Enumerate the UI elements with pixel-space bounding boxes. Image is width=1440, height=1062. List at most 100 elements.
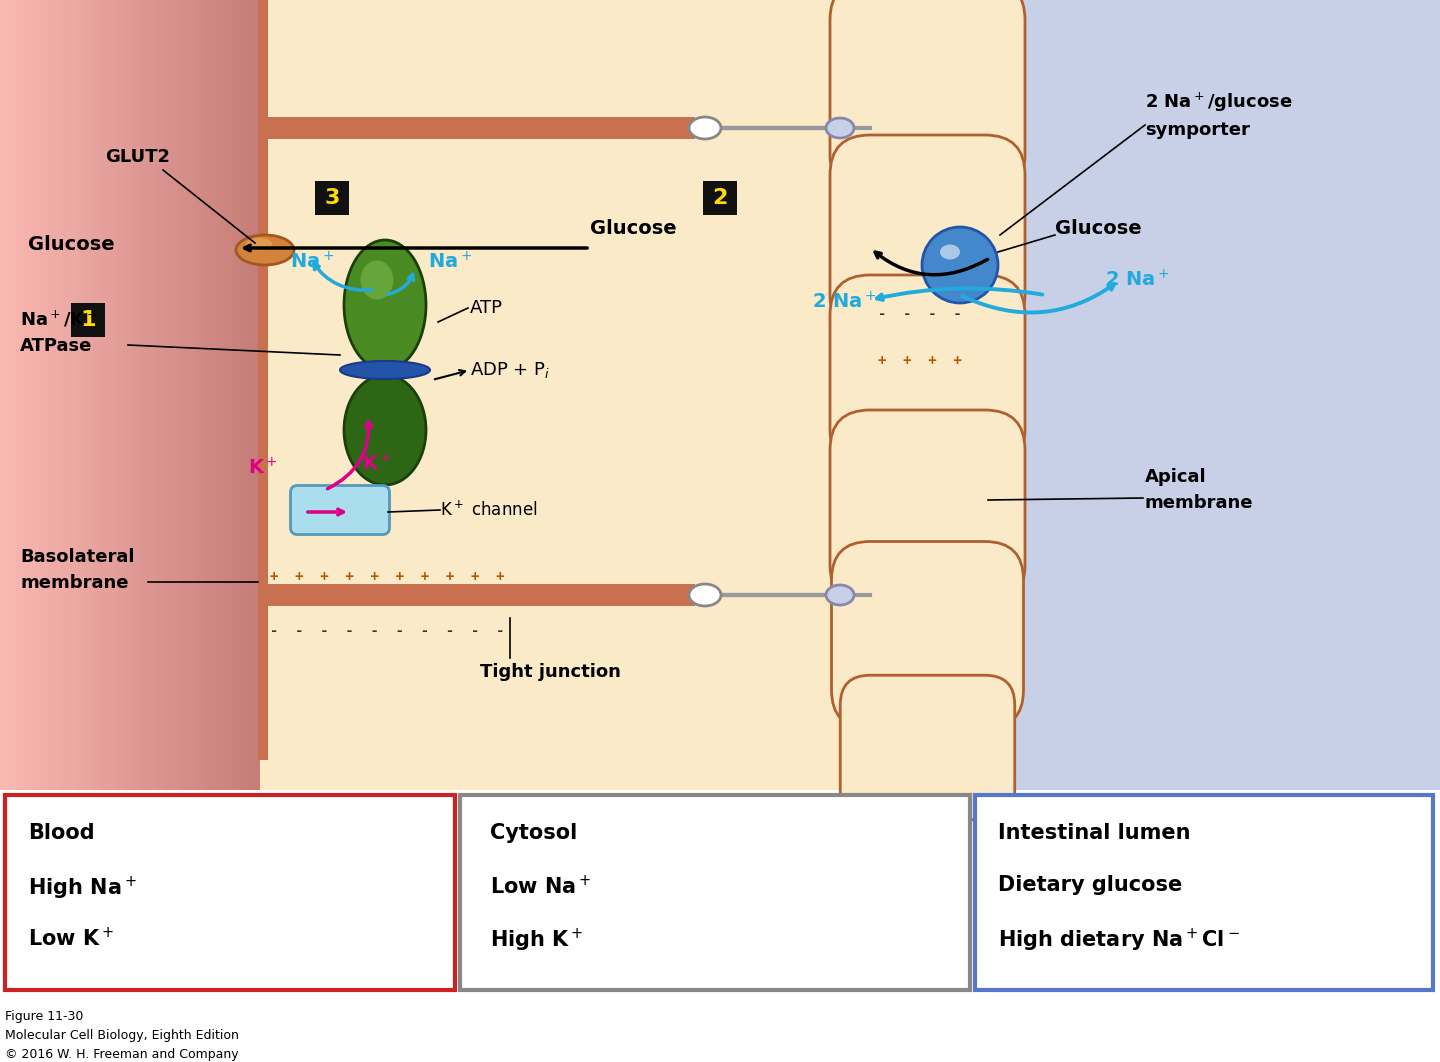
Text: 2 Na$^+$: 2 Na$^+$ — [1104, 270, 1169, 291]
Bar — [261, 117, 696, 139]
Bar — [124, 0, 131, 790]
Text: -  -  -  -  -  -  -  -  -  -: - - - - - - - - - - — [271, 624, 504, 638]
FancyBboxPatch shape — [829, 410, 1025, 605]
Bar — [264, 0, 271, 790]
Bar — [261, 0, 870, 790]
Bar — [117, 0, 124, 790]
Bar — [78, 0, 85, 790]
Bar — [131, 0, 140, 790]
Bar — [870, 0, 1440, 790]
Text: High Na$^+$: High Na$^+$ — [27, 875, 137, 903]
Ellipse shape — [360, 260, 393, 299]
FancyBboxPatch shape — [841, 675, 1015, 820]
Bar — [170, 0, 179, 790]
Ellipse shape — [340, 361, 431, 379]
Text: Glucose: Glucose — [27, 235, 115, 254]
Text: Low Na$^+$: Low Na$^+$ — [490, 875, 592, 898]
FancyBboxPatch shape — [831, 542, 1024, 729]
Bar — [232, 0, 240, 790]
Bar — [302, 0, 310, 790]
Bar — [240, 0, 248, 790]
Text: Low K$^+$: Low K$^+$ — [27, 927, 114, 950]
Bar — [71, 303, 105, 337]
Ellipse shape — [246, 238, 272, 250]
Text: Figure 11-30
Molecular Cell Biology, Eighth Edition
© 2016 W. H. Freeman and Com: Figure 11-30 Molecular Cell Biology, Eig… — [4, 1010, 239, 1061]
Bar — [315, 181, 348, 215]
Text: K$^+$: K$^+$ — [248, 458, 278, 479]
Text: High dietary Na$^+$Cl$^-$: High dietary Na$^+$Cl$^-$ — [998, 927, 1240, 955]
Text: 2 Na$^+$/glucose
symporter: 2 Na$^+$/glucose symporter — [1145, 91, 1293, 139]
Ellipse shape — [827, 585, 854, 605]
Bar — [991, 0, 1440, 790]
Text: Cytosol: Cytosol — [490, 823, 577, 843]
Ellipse shape — [940, 244, 960, 259]
Bar — [101, 0, 108, 790]
Text: ATP: ATP — [469, 299, 503, 316]
Ellipse shape — [688, 584, 721, 606]
Text: 2: 2 — [713, 188, 727, 208]
Bar — [147, 0, 156, 790]
Bar — [108, 0, 117, 790]
Bar — [69, 0, 78, 790]
Text: Tight junction: Tight junction — [480, 663, 621, 681]
FancyBboxPatch shape — [829, 0, 1025, 195]
Ellipse shape — [344, 375, 426, 485]
Bar — [39, 0, 46, 790]
Text: Na$^+$: Na$^+$ — [289, 252, 334, 273]
Ellipse shape — [688, 117, 721, 139]
Text: Na$^+$: Na$^+$ — [428, 252, 472, 273]
Bar — [140, 0, 147, 790]
Ellipse shape — [344, 240, 426, 370]
Bar — [261, 0, 991, 790]
Text: Na$^+$/K$^+$
ATPase: Na$^+$/K$^+$ ATPase — [20, 309, 98, 355]
Text: ADP + P$_i$: ADP + P$_i$ — [469, 360, 550, 380]
Bar — [287, 0, 295, 790]
FancyBboxPatch shape — [291, 485, 389, 534]
Text: K$^+$: K$^+$ — [361, 453, 392, 475]
Text: Dietary glucose: Dietary glucose — [998, 875, 1182, 895]
Bar — [62, 0, 69, 790]
Text: K$^+$ channel: K$^+$ channel — [441, 500, 537, 519]
Bar — [55, 0, 62, 790]
Text: High K$^+$: High K$^+$ — [490, 927, 583, 955]
Text: +  +  +  +: + + + + — [878, 354, 962, 369]
Bar — [202, 0, 209, 790]
Ellipse shape — [236, 235, 294, 266]
Text: Glucose: Glucose — [1056, 219, 1142, 238]
Text: 2 Na$^+$: 2 Na$^+$ — [812, 291, 877, 312]
Bar — [32, 0, 39, 790]
Bar — [7, 0, 16, 790]
Bar — [4, 795, 455, 990]
Bar — [16, 0, 23, 790]
Bar — [975, 795, 1433, 990]
Text: 3: 3 — [324, 188, 340, 208]
Bar — [194, 0, 202, 790]
Text: Glucose: Glucose — [590, 219, 677, 238]
Bar — [163, 0, 170, 790]
Bar — [46, 0, 55, 790]
Bar — [217, 0, 225, 790]
Text: +  +  +  +  +  +  +  +  +  +: + + + + + + + + + + — [271, 570, 504, 584]
Text: Intestinal lumen: Intestinal lumen — [998, 823, 1191, 843]
Circle shape — [922, 227, 998, 303]
Bar — [459, 795, 971, 990]
Bar — [248, 0, 256, 790]
Bar — [279, 0, 287, 790]
FancyBboxPatch shape — [829, 275, 1025, 470]
Text: GLUT2: GLUT2 — [105, 148, 170, 166]
Bar — [94, 0, 101, 790]
Bar — [225, 0, 232, 790]
Bar — [209, 0, 217, 790]
Text: Apical
membrane: Apical membrane — [1145, 468, 1253, 512]
Bar — [271, 0, 279, 790]
Bar — [85, 0, 94, 790]
Bar — [295, 0, 302, 790]
Bar — [23, 0, 32, 790]
Bar — [703, 181, 737, 215]
Text: Blood: Blood — [27, 823, 95, 843]
Bar — [156, 0, 163, 790]
Bar — [0, 0, 7, 790]
Bar — [256, 0, 264, 790]
Text: -  -  -  -: - - - - — [878, 307, 962, 321]
Bar — [186, 0, 194, 790]
